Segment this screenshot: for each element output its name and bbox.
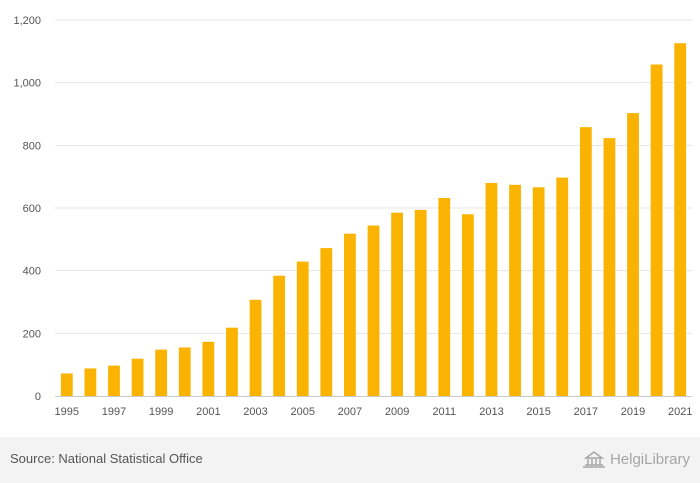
- bar-2019[interactable]: [627, 113, 639, 396]
- bar-2005[interactable]: [296, 261, 309, 396]
- x-tick-label: 1995: [55, 406, 79, 418]
- chart-footer: Source: National Statistical Office Helg…: [0, 437, 700, 483]
- bar-1995[interactable]: [60, 373, 73, 396]
- y-tick-label: 0: [35, 391, 41, 403]
- x-tick-label: 2005: [290, 406, 314, 418]
- bar-2021[interactable]: [674, 43, 687, 396]
- brand-name: HelgiLibrary: [609, 450, 690, 468]
- y-axis-tick-labels: 0 200 400 600 800 1,000 1,200: [13, 15, 41, 403]
- bar-2017[interactable]: [579, 127, 592, 396]
- x-tick-label: 1997: [102, 406, 126, 418]
- bar-2002[interactable]: [226, 327, 238, 396]
- bar-2004[interactable]: [273, 275, 286, 396]
- y-tick-label: 200: [23, 328, 41, 340]
- bar-1999[interactable]: [155, 349, 168, 396]
- bar-1996[interactable]: [84, 368, 97, 396]
- bar-2010[interactable]: [414, 209, 427, 396]
- x-tick-label: 2001: [196, 406, 220, 418]
- y-tick-label: 800: [23, 140, 41, 152]
- x-tick-label: 1999: [149, 406, 173, 418]
- bar-1997[interactable]: [108, 365, 120, 396]
- brand-logo-link[interactable]: HelgiLibrary: [582, 450, 690, 468]
- bar-2014[interactable]: [509, 184, 521, 396]
- bar-2001[interactable]: [202, 341, 215, 396]
- bar-2008[interactable]: [367, 225, 380, 396]
- x-tick-label: 2015: [526, 406, 550, 418]
- bar-2009[interactable]: [391, 212, 403, 396]
- x-tick-label: 2007: [338, 406, 362, 418]
- bar-2000[interactable]: [178, 347, 191, 396]
- y-tick-label: 1,000: [13, 78, 41, 90]
- library-building-icon: [582, 451, 605, 468]
- bar-2020[interactable]: [650, 64, 663, 396]
- x-tick-label: 2003: [243, 406, 267, 418]
- bar-2011[interactable]: [438, 197, 451, 396]
- x-tick-label: 2021: [668, 406, 692, 418]
- bar-2007[interactable]: [344, 233, 356, 396]
- bar-2016[interactable]: [556, 177, 569, 396]
- bar-2003[interactable]: [249, 299, 262, 396]
- x-tick-label: 2009: [385, 406, 409, 418]
- y-tick-label: 1,200: [13, 15, 41, 27]
- x-axis-tick-labels: 1995 1997 1999 2001 2003 2005 2007 2009 2011 2013…: [55, 406, 693, 418]
- x-tick-label: 2017: [574, 406, 598, 418]
- x-tick-label: 2011: [432, 406, 456, 418]
- bar-2018[interactable]: [603, 138, 616, 397]
- bar-1998[interactable]: [131, 358, 144, 396]
- bar-2012[interactable]: [461, 214, 474, 396]
- bar-2015[interactable]: [532, 187, 545, 396]
- bar-2006[interactable]: [320, 248, 333, 396]
- source-note: Source: National Statistical Office: [10, 451, 203, 466]
- bars: [60, 43, 687, 397]
- y-tick-label: 400: [23, 266, 41, 278]
- y-tick-label: 600: [23, 203, 41, 215]
- x-tick-label: 2013: [479, 406, 503, 418]
- bar-chart: 0 200 400 600 800 1,000 1,200 1995 1997 1999 2001…: [13, 15, 693, 418]
- x-tick-label: 2019: [621, 406, 645, 418]
- bar-2013[interactable]: [485, 182, 498, 396]
